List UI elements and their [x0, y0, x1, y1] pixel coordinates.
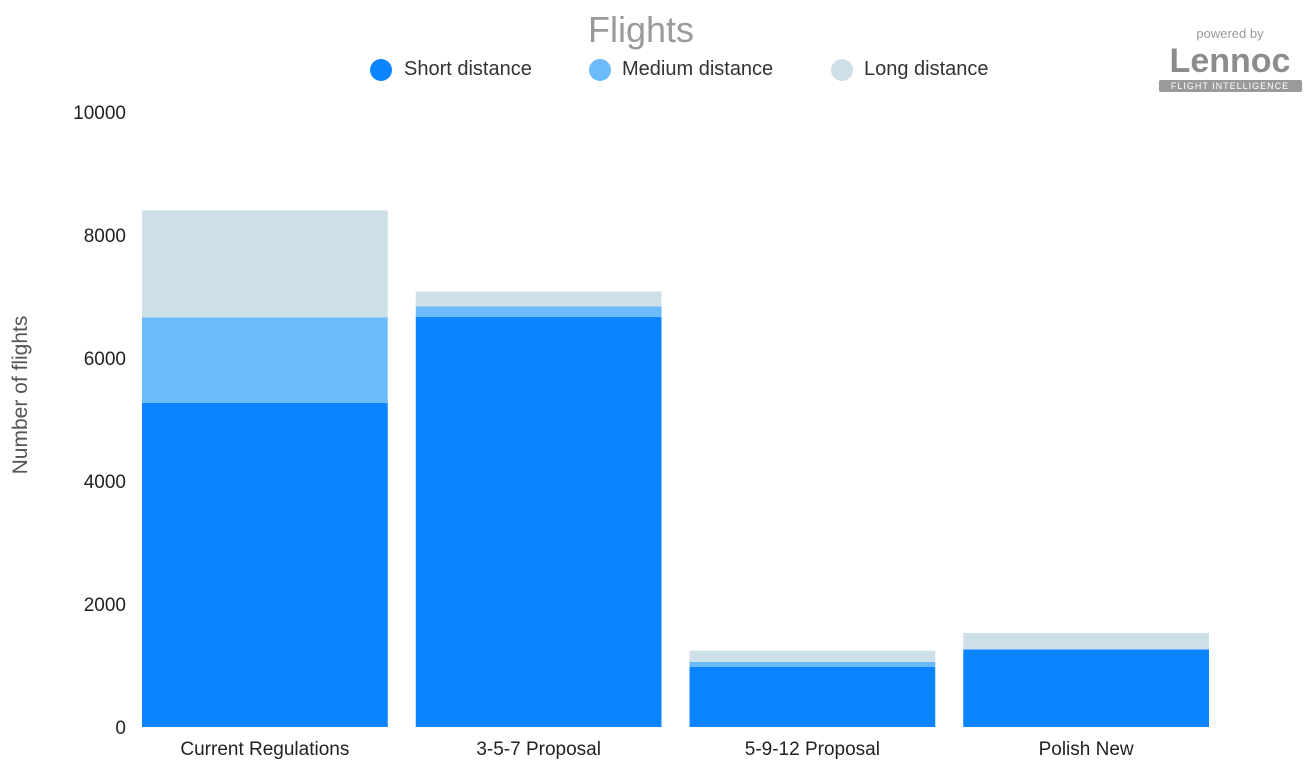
- y-tick-label: 8000: [84, 226, 126, 247]
- legend-marker-short: [370, 59, 392, 81]
- y-tick-label: 4000: [84, 472, 126, 493]
- y-tick-label: 10000: [73, 103, 126, 124]
- bar-segment-long[interactable]: [142, 210, 388, 318]
- bar-segment-long[interactable]: [415, 291, 662, 307]
- legend: Short distance Medium distance Long dist…: [370, 58, 989, 81]
- bar-segment-short[interactable]: [963, 649, 1209, 727]
- chart-title: Flights: [588, 9, 694, 50]
- bar-segment-long[interactable]: [963, 632, 1209, 650]
- bar-segment-short[interactable]: [689, 666, 936, 727]
- bar-segment-medium[interactable]: [415, 306, 662, 317]
- y-axis-title: Number of flights: [9, 316, 32, 475]
- bar-segment-medium[interactable]: [689, 661, 936, 667]
- legend-item-long[interactable]: Long distance: [831, 58, 989, 81]
- legend-marker-medium: [589, 59, 611, 81]
- legend-item-medium[interactable]: Medium distance: [589, 58, 773, 81]
- bar-segment-short[interactable]: [415, 316, 662, 727]
- legend-label-short: Short distance: [404, 58, 532, 80]
- legend-label-medium: Medium distance: [622, 58, 773, 80]
- logo-powered-by: powered by: [1196, 26, 1264, 41]
- logo-name: Lennoc: [1170, 42, 1291, 80]
- logo-band: [1159, 80, 1302, 92]
- y-tick-label: 0: [115, 718, 126, 739]
- legend-item-short[interactable]: Short distance: [370, 58, 532, 81]
- lennoc-logo: powered by Lennoc FLIGHT INTELLIGENCE: [1159, 26, 1302, 92]
- bars: [142, 210, 1209, 727]
- x-tick-label: Current Regulations: [180, 739, 349, 760]
- x-tick-label: 3-5-7 Proposal: [476, 739, 601, 760]
- logo-tagline: FLIGHT INTELLIGENCE: [1171, 81, 1289, 91]
- legend-marker-long: [831, 59, 853, 81]
- legend-label-long: Long distance: [864, 58, 989, 80]
- bar-segment-long[interactable]: [689, 650, 936, 662]
- bar-segment-short[interactable]: [142, 402, 388, 727]
- x-axis-ticks: Current Regulations 3-5-7 Proposal 5-9-12 …: [180, 739, 1134, 760]
- bar-segment-medium[interactable]: [142, 317, 388, 403]
- y-tick-label: 2000: [84, 595, 126, 616]
- x-tick-label: 5-9-12 Proposal: [745, 739, 880, 760]
- x-tick-label: Polish New: [1039, 739, 1134, 760]
- y-axis-ticks: 0 2000 4000 6000 8000 10000: [73, 103, 126, 739]
- y-tick-label: 6000: [84, 349, 126, 370]
